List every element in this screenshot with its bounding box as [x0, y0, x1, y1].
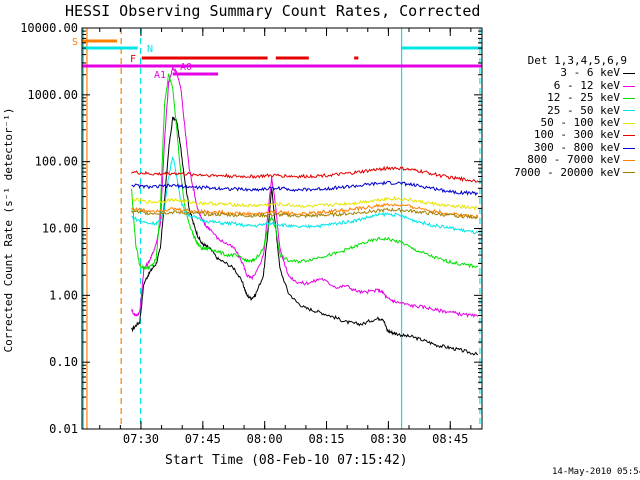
plot-frame: [81, 27, 483, 430]
chart-title: HESSI Observing Summary Count Rates, Cor…: [65, 2, 481, 20]
series-lines: [131, 66, 479, 356]
legend-label: 800 - 7000 keV: [527, 153, 620, 167]
legend-swatch: [623, 159, 635, 161]
x-tick-label-5: 08:45: [432, 432, 468, 446]
series-line-2: [131, 73, 478, 271]
y-tick-label-6: 10000.00: [20, 21, 78, 35]
flag-label-A0: A0: [180, 62, 192, 73]
legend-title: Det 1,3,4,5,6,9: [527, 54, 627, 67]
series-line-1: [131, 66, 479, 318]
generated-timestamp: 14-May-2010 05:54: [552, 467, 640, 477]
legend-entry-8: 7000 - 20000 keV: [505, 165, 635, 179]
legend-entry-5: 100 - 300 keV: [505, 129, 635, 141]
legend-swatch: [623, 147, 635, 149]
flag-bars: S NF A0 A1: [72, 37, 482, 81]
y-tick-label-2: 1.00: [49, 288, 78, 302]
series-line-8: [131, 207, 479, 220]
legend-label: 300 - 800 keV: [533, 140, 620, 154]
legend-label: 25 - 50 keV: [547, 103, 620, 117]
legend-entry-1: 6 - 12 keV: [505, 78, 635, 92]
flag-label-F: F: [130, 54, 136, 65]
y-tick-label-4: 100.00: [35, 155, 78, 169]
series-line-5: [131, 165, 479, 183]
flag-label-S: S: [72, 37, 78, 48]
flag-label-N: N: [147, 44, 153, 55]
y-tick-label-5: 1000.00: [27, 88, 78, 102]
x-axis-label: Start Time (08-Feb-10 07:15:42): [165, 453, 408, 468]
x-tick-label-2: 08:00: [247, 432, 283, 446]
series-line-7: [131, 202, 479, 219]
legend-label: 100 - 300 keV: [533, 128, 620, 142]
series-line-4: [131, 195, 479, 212]
legend-swatch: [623, 122, 635, 124]
legend-label: 3 - 6 keV: [560, 66, 620, 80]
y-tick-label-3: 10.00: [42, 222, 78, 236]
x-axis-ticks: 07:30 07:45 08:00 08:15 08:30 08:45: [99, 28, 472, 446]
legend-label: 50 - 100 keV: [540, 116, 620, 130]
legend-entry-6: 300 - 800 keV: [505, 140, 635, 154]
vertical-marker-lines: [82, 28, 481, 429]
series-line-6: [131, 180, 479, 197]
flag-label-A1: A1: [154, 70, 166, 81]
x-tick-label-4: 08:30: [370, 432, 406, 446]
legend-entry-2: 12 - 25 keV: [505, 91, 635, 105]
legend-entries: 3 - 6 keV 6 - 12 keV 12 - 25 keV 25 - 50 ke…: [505, 66, 635, 179]
series-line-0: [131, 116, 479, 356]
legend-label: 7000 - 20000 keV: [514, 165, 620, 179]
legend-swatch: [623, 85, 635, 87]
legend-entry-0: 3 - 6 keV: [505, 66, 635, 80]
x-tick-label-1: 07:45: [185, 432, 221, 446]
legend-entry-7: 800 - 7000 keV: [505, 153, 635, 167]
legend-swatch: [623, 73, 635, 75]
legend-swatch: [623, 135, 635, 137]
y-axis-label: Corrected Count Rate (s⁻¹ detector⁻¹): [2, 107, 15, 352]
legend-swatch: [623, 172, 635, 174]
legend-swatch: [623, 97, 635, 99]
y-tick-label-1: 0.10: [49, 355, 78, 369]
legend-label: 6 - 12 keV: [553, 78, 620, 92]
legend: Det 1,3,4,5,6,9 3 - 6 keV 6 - 12 keV 12 - …: [505, 54, 635, 179]
y-axis-ticks: 0.01 0.10 1.00 10.00 100.00 1000.00 10000.00: [20, 21, 482, 436]
legend-entry-3: 25 - 50 keV: [505, 103, 635, 117]
x-tick-label-0: 07:30: [123, 432, 159, 446]
x-tick-label-3: 08:15: [308, 432, 344, 446]
legend-entry-4: 50 - 100 keV: [505, 116, 635, 130]
series-line-3: [131, 156, 479, 235]
legend-label: 12 - 25 keV: [547, 91, 620, 105]
y-tick-label-0: 0.01: [49, 422, 78, 436]
legend-swatch: [623, 110, 635, 112]
